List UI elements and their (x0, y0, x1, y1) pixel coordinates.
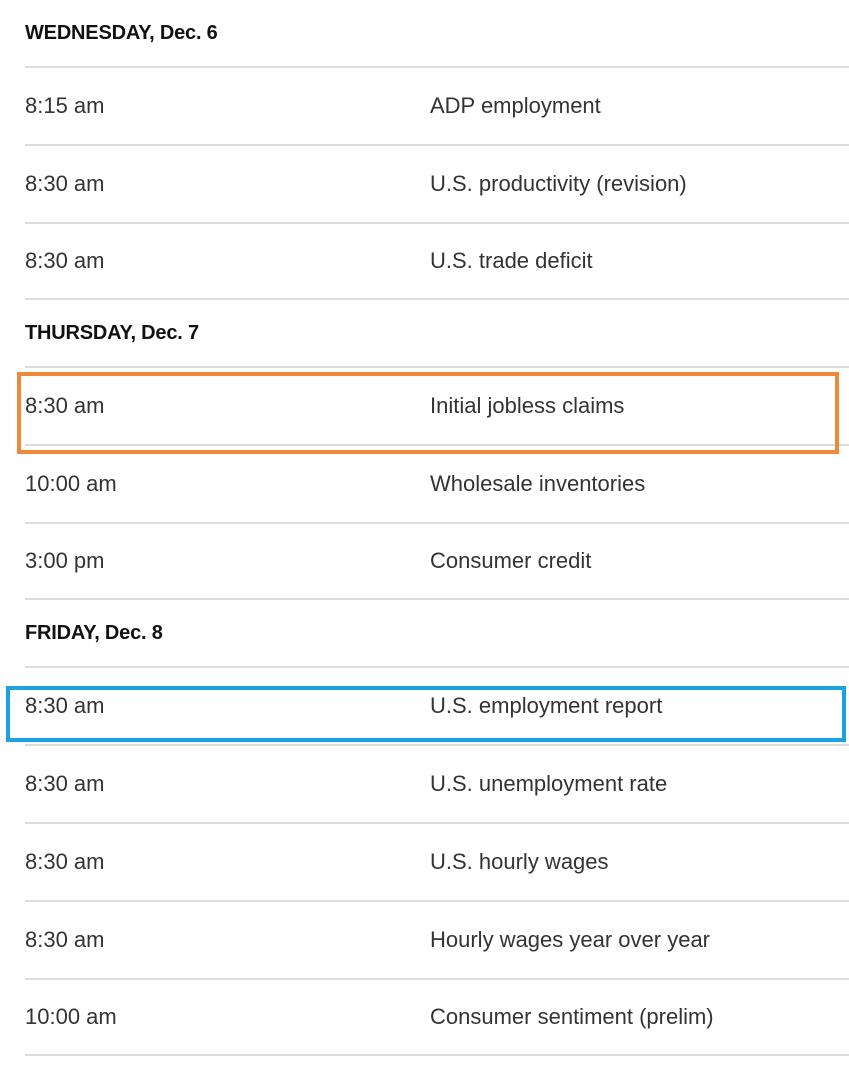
event-name: Wholesale inventories (430, 471, 646, 496)
event-name: Consumer sentiment (prelim) (430, 1004, 714, 1029)
event-time: 8:30 am (25, 393, 105, 418)
event-name: U.S. trade deficit (430, 248, 593, 273)
event-time: 8:15 am (25, 93, 105, 118)
event-name: U.S. unemployment rate (430, 771, 668, 796)
calendar-row: 3:00 pm Consumer credit (25, 522, 849, 600)
event-time: 8:30 am (25, 248, 105, 273)
event-time: 8:30 am (25, 171, 105, 196)
calendar-row: 10:00 am Wholesale inventories (25, 444, 849, 522)
calendar-row: 8:30 am Hourly wages year over year (25, 900, 849, 978)
calendar-row-employment-report: 8:30 am U.S. employment report (25, 666, 849, 744)
event-name: U.S. employment report (430, 693, 663, 718)
event-name: Hourly wages year over year (430, 927, 711, 952)
calendar-row: 8:30 am U.S. unemployment rate (25, 744, 849, 822)
day-heading-thursday: THURSDAY, Dec. 7 (25, 321, 199, 344)
day-heading-wednesday: WEDNESDAY, Dec. 6 (25, 21, 218, 44)
calendar-row: 8:15 am ADP employment (25, 66, 849, 144)
calendar-row: 8:30 am U.S. productivity (revision) (25, 144, 849, 222)
event-time: 3:00 pm (25, 548, 105, 573)
event-time: 8:30 am (25, 927, 105, 952)
event-time: 8:30 am (25, 849, 105, 874)
calendar-row: 8:30 am U.S. hourly wages (25, 822, 849, 900)
event-time: 10:00 am (25, 471, 117, 496)
calendar-row: 8:30 am U.S. trade deficit (25, 222, 849, 300)
event-time: 8:30 am (25, 693, 105, 718)
event-time: 8:30 am (25, 771, 105, 796)
event-name: U.S. hourly wages (430, 849, 609, 874)
event-time: 10:00 am (25, 1004, 117, 1029)
event-name: ADP employment (430, 93, 601, 118)
economic-calendar: WEDNESDAY, Dec. 6 8:15 am ADP employment… (25, 0, 849, 1056)
day-heading-friday: FRIDAY, Dec. 8 (25, 621, 163, 644)
event-name: U.S. productivity (revision) (430, 171, 687, 196)
calendar-row: 10:00 am Consumer sentiment (prelim) (25, 978, 849, 1056)
calendar-row-jobless-claims: 8:30 am Initial jobless claims (25, 366, 849, 444)
event-name: Consumer credit (430, 548, 592, 573)
event-name: Initial jobless claims (430, 393, 625, 418)
